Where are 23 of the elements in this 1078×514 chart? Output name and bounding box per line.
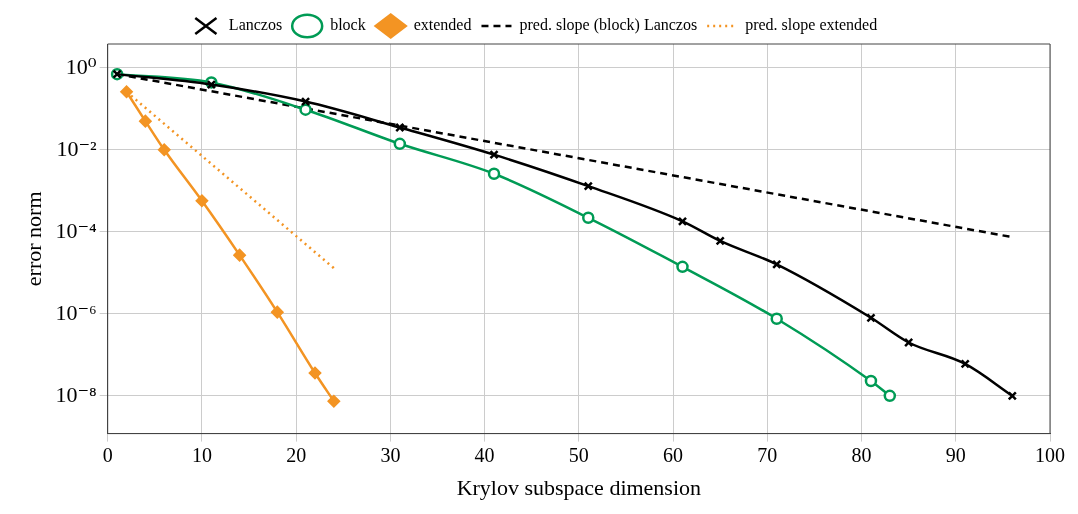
x-tick-label: 70 [757,443,778,466]
x-tick-label: 60 [663,443,684,466]
x-tick-label: 50 [568,443,589,466]
y-tick-label: 10⁻⁴ [55,217,97,243]
y-tick-label: 10⁻⁶ [55,299,97,325]
y-tick-label: 10⁻² [56,135,98,161]
legend-label: pred. slope extended [745,16,878,35]
legend-label: extended [413,16,472,34]
x-tick-label: 10 [191,443,212,466]
x-tick-label: 100 [1035,443,1065,466]
x-tick-label: 30 [380,443,401,466]
legend-label: pred. slope (block) Lanczos [519,16,698,35]
y-tick-label: 10⁰ [65,53,97,79]
y-tick-label: 10⁻⁸ [55,381,97,407]
x-tick-label: 80 [851,443,872,466]
x-tick-label: 20 [286,443,307,466]
y-axis-title: error norm [20,191,46,287]
legend-label: block [330,16,366,34]
x-tick-label: 40 [474,443,495,466]
legend-label: Lanczos [228,16,283,34]
x-tick-label: 90 [945,443,966,466]
x-axis-title: Krylov subspace dimension [456,474,702,500]
x-tick-label: 0 [102,443,113,466]
